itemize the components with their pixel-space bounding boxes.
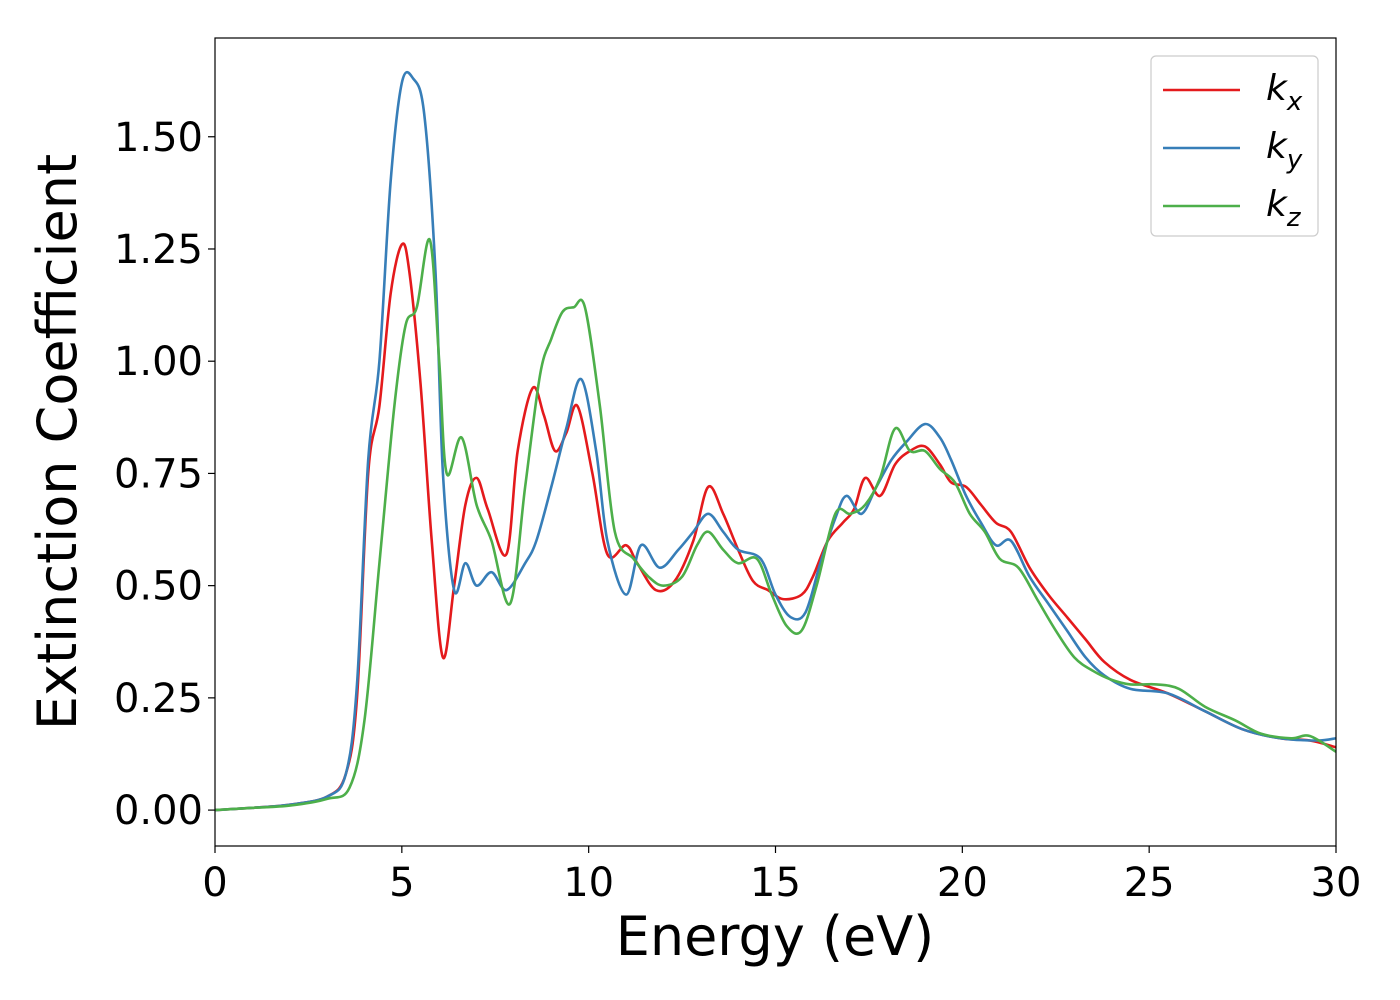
- x-tick-label: 25: [1124, 860, 1175, 906]
- x-tick-label: 10: [563, 860, 614, 906]
- x-axis-title: Energy (eV): [616, 905, 935, 968]
- y-tick-label: 1.00: [114, 339, 203, 385]
- legend-label-y: ky: [1266, 126, 1303, 175]
- series-line-k-x: [215, 242, 1336, 812]
- legend-box: [1150, 55, 1319, 237]
- legend-label-main: k: [1266, 126, 1289, 167]
- x-axis-ticks: 0 5 10 15 20 25 30: [202, 846, 1361, 906]
- x-tick-label: 15: [750, 860, 801, 906]
- legend-label-main: k: [1266, 184, 1289, 225]
- legend-label-subscript: z: [1286, 203, 1302, 233]
- legend-label-subscript: y: [1286, 145, 1303, 175]
- y-tick-label: 1.25: [114, 227, 203, 273]
- legend-label-subscript: x: [1286, 87, 1303, 117]
- y-axis-title: Extinction Coefficient: [26, 154, 89, 730]
- y-tick-label: 1.50: [114, 115, 203, 161]
- x-tick-label: 30: [1311, 860, 1362, 906]
- x-tick-label: 5: [389, 860, 414, 906]
- legend-label-z: kz: [1266, 184, 1302, 233]
- legend-label-main: k: [1266, 68, 1289, 109]
- series-layer: [215, 70, 1336, 812]
- series-line-k-y: [215, 70, 1336, 812]
- x-tick-label: 20: [937, 860, 988, 906]
- y-axis-ticks: 0.00 0.25 0.50 0.75 1.00 1.25 1.50: [114, 115, 215, 834]
- legend-label-x: kx: [1266, 68, 1303, 117]
- series-line-k-z: [215, 238, 1336, 812]
- y-tick-label: 0.75: [114, 451, 203, 497]
- x-tick-label: 0: [202, 860, 227, 906]
- y-tick-label: 0.25: [114, 676, 203, 722]
- y-tick-label: 0.00: [114, 788, 203, 834]
- y-tick-label: 0.50: [114, 564, 203, 610]
